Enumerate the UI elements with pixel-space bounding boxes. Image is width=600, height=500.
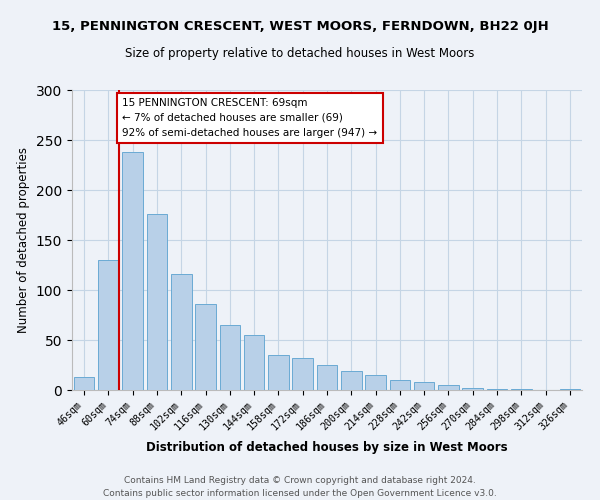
Bar (487, 389, 508, 390)
Text: Size of property relative to detached houses in West Moors: Size of property relative to detached ho… (125, 48, 475, 60)
Bar (365, 375, 386, 390)
Bar (74, 377, 94, 390)
Text: 15 PENNINGTON CRESCENT: 69sqm
← 7% of detached houses are smaller (69)
92% of se: 15 PENNINGTON CRESCENT: 69sqm ← 7% of de… (122, 98, 377, 138)
Bar (220, 325, 240, 390)
Bar (560, 389, 580, 390)
X-axis label: Distribution of detached houses by size in West Moors: Distribution of detached houses by size … (146, 440, 508, 454)
Bar (171, 274, 191, 390)
Bar (414, 382, 434, 390)
Y-axis label: Number of detached properties: Number of detached properties (17, 147, 31, 333)
Bar (122, 152, 143, 390)
Bar (292, 358, 313, 390)
Bar (463, 388, 483, 390)
Bar (511, 389, 532, 390)
Bar (244, 335, 265, 390)
Bar (146, 214, 167, 390)
Bar (317, 365, 337, 390)
Bar (98, 260, 119, 390)
Bar (389, 380, 410, 390)
Text: 15, PENNINGTON CRESCENT, WEST MOORS, FERNDOWN, BH22 0JH: 15, PENNINGTON CRESCENT, WEST MOORS, FER… (52, 20, 548, 33)
Bar (195, 304, 216, 390)
Bar (268, 355, 289, 390)
Bar (341, 371, 362, 390)
Bar (438, 385, 459, 390)
Text: Contains HM Land Registry data © Crown copyright and database right 2024.
Contai: Contains HM Land Registry data © Crown c… (103, 476, 497, 498)
